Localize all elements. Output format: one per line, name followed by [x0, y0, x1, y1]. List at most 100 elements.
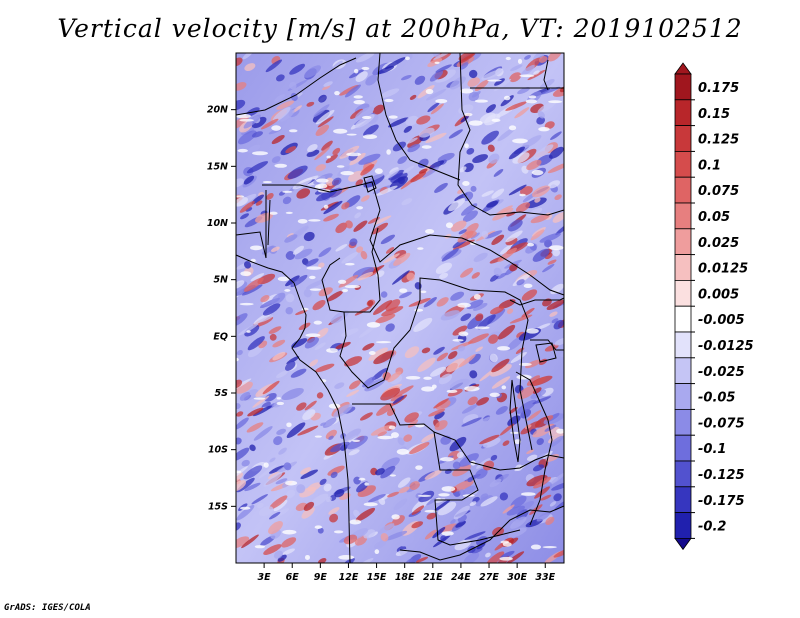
field-cell	[393, 252, 411, 266]
field-cell	[258, 464, 277, 479]
colorbar: 0.175 0.15 0.125 0.1 0.075 0.05 0.025 0.0125 0.0…	[674, 62, 754, 551]
field-cell	[356, 206, 364, 210]
colorbar-top-arrow	[674, 62, 692, 75]
field-cell	[320, 422, 327, 426]
field-cell	[537, 101, 556, 113]
field-cell	[270, 246, 280, 252]
field-cell	[285, 480, 298, 486]
field-cell	[544, 121, 555, 129]
field-cell	[423, 376, 432, 380]
field-cell	[462, 191, 474, 202]
field-cell	[530, 389, 547, 399]
field-cell	[305, 258, 319, 267]
field-cell	[355, 106, 375, 121]
field-cell	[448, 351, 458, 360]
field-cell	[376, 402, 394, 416]
field-cell	[424, 509, 438, 513]
field-cell	[331, 177, 342, 186]
field-cell	[400, 74, 412, 81]
field-cell	[236, 411, 244, 417]
border-central	[262, 181, 565, 296]
field-cell	[417, 247, 424, 250]
field-cell	[236, 113, 251, 119]
field-cell	[348, 69, 364, 79]
field-cell	[473, 252, 488, 263]
coastline-west	[235, 254, 351, 564]
field-cell	[366, 322, 381, 328]
field-cell	[461, 203, 478, 216]
colorbar-label: -0.025	[698, 365, 745, 380]
field-cell	[427, 102, 440, 113]
field-cell	[417, 357, 436, 372]
field-cell	[301, 506, 315, 519]
field-cell	[520, 186, 533, 196]
field-cell	[433, 53, 453, 60]
colorbar-swatch	[674, 383, 692, 410]
field-cell	[300, 467, 311, 475]
field-cell	[364, 482, 369, 486]
field-cell	[247, 144, 261, 153]
field-cell	[505, 56, 511, 61]
field-cell	[251, 494, 268, 505]
field-cell	[344, 284, 360, 289]
field-cell	[367, 300, 374, 307]
field-cell	[281, 537, 297, 548]
field-cell	[433, 346, 445, 355]
field-cell	[491, 118, 501, 123]
field-cell	[468, 333, 489, 344]
field-cell	[276, 100, 295, 110]
field-cell	[328, 507, 340, 515]
field-cell	[272, 106, 291, 123]
field-cell	[271, 292, 286, 305]
field-cell	[291, 338, 308, 348]
field-cell	[417, 494, 432, 497]
field-cell	[271, 135, 285, 145]
field-cell	[463, 162, 474, 173]
colorbar-label: -0.125	[698, 468, 745, 483]
field-cell	[346, 133, 357, 136]
field-cell	[426, 88, 447, 101]
field-cell	[269, 495, 288, 510]
field-cell	[553, 319, 564, 330]
field-cell	[380, 387, 401, 401]
field-cell	[315, 109, 335, 125]
field-cell	[377, 523, 395, 534]
field-cell	[255, 212, 274, 223]
field-cell	[239, 302, 254, 306]
field-cell	[440, 310, 460, 321]
longitude-axis: 3E 6E 9E 12E 15E 18E 21E 24E 27E 30E 33E	[258, 563, 556, 583]
field-cell	[450, 291, 465, 301]
field-cell	[355, 71, 368, 83]
field-cell	[505, 230, 523, 243]
field-cell	[292, 105, 302, 113]
field-cell	[327, 465, 345, 476]
field-cell	[294, 248, 313, 260]
field-cell	[236, 470, 242, 474]
field-cell	[433, 398, 449, 409]
field-cell	[283, 462, 292, 471]
field-cell	[510, 516, 527, 529]
field-cell	[282, 196, 292, 205]
field-cell	[302, 409, 316, 421]
field-cell	[439, 523, 458, 533]
field-cell	[495, 405, 508, 415]
field-cell	[409, 481, 420, 491]
field-cell	[243, 465, 263, 480]
field-cell	[530, 544, 542, 550]
field-cell	[477, 314, 496, 330]
field-cell	[383, 253, 400, 264]
field-cell	[371, 367, 389, 381]
field-cell	[496, 272, 507, 280]
field-cell	[527, 410, 542, 421]
field-cell	[271, 125, 282, 131]
field-cell	[370, 425, 393, 436]
field-cell	[362, 343, 375, 351]
field-cell	[489, 274, 499, 282]
field-cell	[403, 125, 413, 133]
field-cell	[276, 401, 284, 406]
field-cell	[252, 151, 269, 156]
field-cell	[475, 468, 488, 479]
field-cell	[303, 501, 315, 511]
field-cell	[493, 267, 502, 277]
field-cell	[285, 146, 297, 154]
